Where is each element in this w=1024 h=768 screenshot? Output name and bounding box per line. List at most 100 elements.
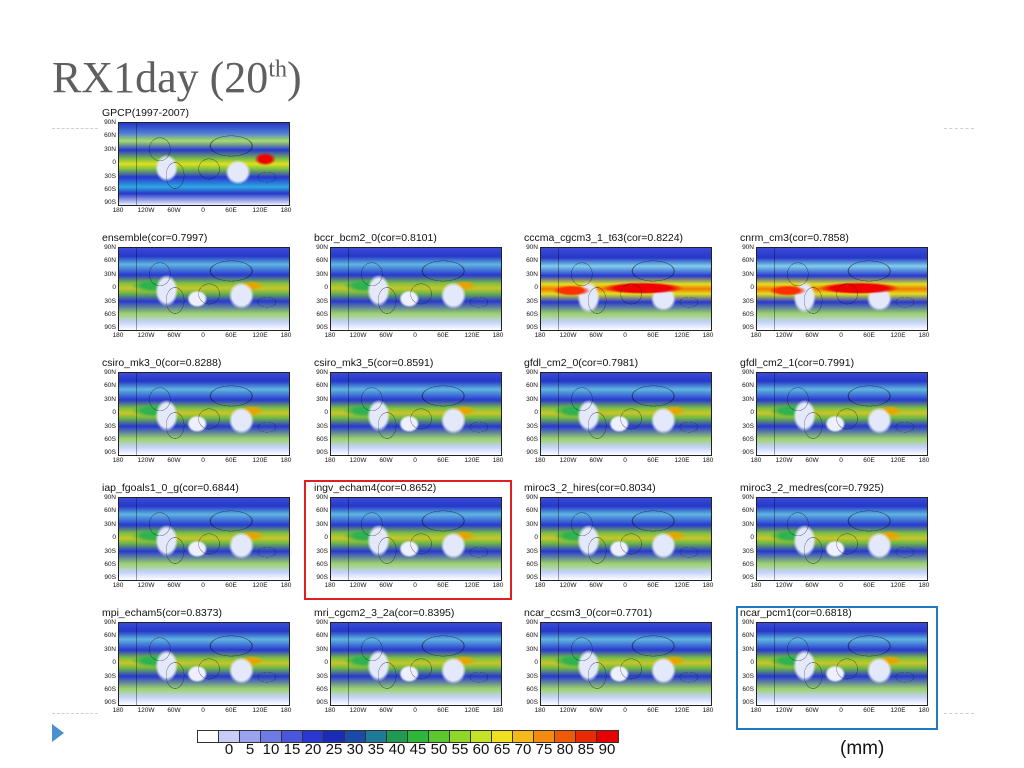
colorbar-tick-label: 40 (388, 741, 406, 758)
colorbar (197, 730, 619, 743)
lon-tick-label: 120E (674, 582, 690, 589)
lon-tick-label: 60W (589, 457, 603, 464)
divider-left (52, 128, 98, 129)
lat-tick-label: 90S (104, 449, 116, 456)
lat-tick-label: 60S (526, 561, 538, 568)
lon-tick-label: 180 (750, 707, 762, 714)
panel-title: bccr_bcm2_0(cor=0.8101) (314, 232, 437, 244)
map-panel: bccr_bcm2_0(cor=0.8101) 90N 60N 30N 0 30S 60S 9… (312, 232, 504, 340)
panel-title: cccma_cgcm3_1_t63(cor=0.8224) (524, 232, 684, 244)
lon-tick-label: 0 (413, 332, 417, 339)
lat-tick-label: 30S (104, 173, 116, 180)
colorbar-swatch (555, 731, 576, 742)
lat-tick-label: 30S (316, 548, 328, 555)
panel-title: ncar_pcm1(cor=0.6818) (740, 607, 852, 619)
lat-tick-label: 90S (742, 449, 754, 456)
lon-tick-label: 180 (750, 457, 762, 464)
lon-tick-label: 120W (559, 582, 577, 589)
lat-tick-label: 90S (742, 574, 754, 581)
lat-tick-label: 90N (104, 244, 116, 251)
lat-tick-label: 90N (742, 369, 754, 376)
lat-tick-label: 90S (316, 449, 328, 456)
colorbar-tick-label: 90 (598, 741, 616, 758)
colorbar-tick-label: 55 (451, 741, 469, 758)
panel-title: mri_cgcm2_3_2a(cor=0.8395) (314, 607, 455, 619)
lat-tick-label: 90N (316, 619, 328, 626)
lat-tick-label: 0 (750, 284, 754, 291)
lon-tick-label: 180 (112, 207, 124, 214)
colorbar-swatch (303, 731, 324, 742)
lat-tick-label: 30S (742, 548, 754, 555)
lon-tick-label: 120E (252, 582, 268, 589)
lon-tick-label: 180 (492, 332, 504, 339)
lat-tick-label: 90N (104, 369, 116, 376)
lat-tick-label: 90S (104, 699, 116, 706)
colorbar-tick-label: 85 (577, 741, 595, 758)
lon-tick-label: 120W (349, 582, 367, 589)
colorbar-swatch (324, 731, 345, 742)
lon-tick-label: 180 (280, 457, 292, 464)
world-map (330, 497, 502, 581)
map-panel: ensemble(cor=0.7997) 90N 60N 30N 0 30S 60S 90S 1… (100, 232, 291, 340)
lat-tick-label: 90S (742, 699, 754, 706)
world-map (118, 122, 290, 206)
title-superscript: th (268, 56, 287, 83)
map-panel: csiro_mk3_0(cor=0.8288) 90N 60N 30N 0 30S 60S 9… (100, 357, 292, 465)
lat-tick-label: 60S (104, 186, 116, 193)
lat-tick-label: 90S (104, 574, 116, 581)
lat-tick-label: 30S (742, 673, 754, 680)
lon-tick-label: 0 (623, 707, 627, 714)
lat-tick-label: 30S (526, 423, 538, 430)
colorbar-swatch (492, 731, 513, 742)
lon-tick-label: 180 (112, 707, 124, 714)
panel-title: mpi_echam5(cor=0.8373) (102, 607, 222, 619)
lat-tick-label: 60S (104, 311, 116, 318)
lat-tick-label: 0 (534, 659, 538, 666)
map-panel: cccma_cgcm3_1_t63(cor=0.8224) 90N 60N 30N 0 3… (522, 232, 714, 340)
lat-tick-label: 60N (526, 257, 538, 264)
colorbar-swatch (366, 731, 387, 742)
lon-tick-label: 180 (492, 457, 504, 464)
lat-tick-label: 60S (104, 686, 116, 693)
lon-tick-label: 60W (805, 582, 819, 589)
highlight-box-blue (736, 606, 938, 730)
lon-tick-label: 120E (674, 707, 690, 714)
colorbar-swatch (576, 731, 597, 742)
lon-tick-label: 180 (702, 332, 714, 339)
lat-tick-label: 30S (104, 298, 116, 305)
lon-tick-label: 120E (464, 332, 480, 339)
lon-tick-label: 0 (413, 707, 417, 714)
panel-title: cnrm_cm3(cor=0.7858) (740, 232, 849, 244)
colorbar-swatch (345, 731, 366, 742)
colorbar-unit: (mm) (840, 738, 885, 759)
map-panel: mpi_echam5(cor=0.8373) 90N 60N 30N 0 30S 60S 90… (100, 607, 292, 715)
lon-tick-label: 60E (225, 332, 237, 339)
lat-tick-label: 0 (750, 409, 754, 416)
lon-tick-label: 0 (201, 457, 205, 464)
panel-title: gfdl_cm2_0(cor=0.7981) (524, 357, 639, 369)
lat-tick-label: 0 (324, 659, 328, 666)
lat-tick-label: 90S (104, 199, 116, 206)
lat-tick-label: 30S (316, 423, 328, 430)
lon-tick-label: 0 (201, 707, 205, 714)
lon-tick-label: 60E (225, 207, 237, 214)
colorbar-tick-label: 5 (245, 741, 255, 758)
colorbar-tick-label: 75 (535, 741, 553, 758)
lon-tick-label: 180 (918, 582, 930, 589)
lat-tick-label: 30S (104, 673, 116, 680)
world-map (756, 372, 928, 456)
lon-tick-label: 120W (559, 332, 577, 339)
lon-tick-label: 180 (280, 707, 292, 714)
panel-title: csiro_mk3_5(cor=0.8591) (314, 357, 434, 369)
lon-tick-label: 120E (252, 332, 268, 339)
colorbar-swatch (597, 731, 618, 742)
lon-tick-label: 120E (890, 457, 906, 464)
lon-tick-label: 60W (805, 332, 819, 339)
lat-tick-label: 30N (316, 521, 328, 528)
lon-tick-label: 180 (750, 582, 762, 589)
lat-tick-label: 0 (534, 409, 538, 416)
lat-tick-label: 0 (534, 534, 538, 541)
lon-tick-label: 120W (349, 457, 367, 464)
lon-tick-label: 60E (863, 582, 875, 589)
colorbar-swatch (261, 731, 282, 742)
